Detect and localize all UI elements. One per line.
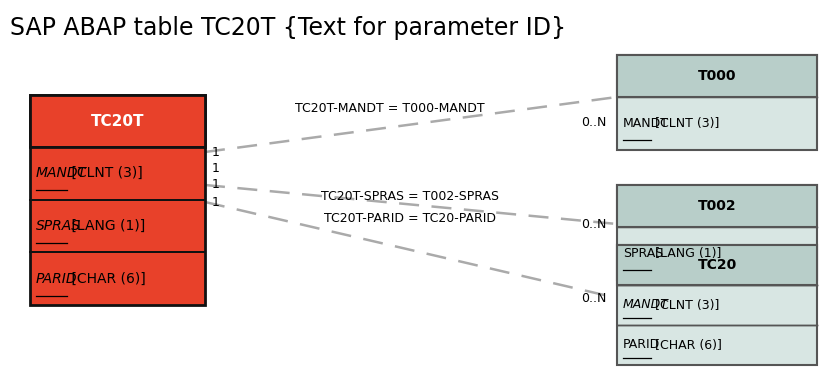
Text: MANDT: MANDT	[623, 117, 669, 130]
Bar	[617, 245, 817, 285]
Text: 1: 1	[212, 161, 220, 175]
Text: 1: 1	[212, 178, 220, 192]
Text: SPRAS: SPRAS	[36, 219, 81, 233]
Text: [LANG (1)]: [LANG (1)]	[67, 219, 145, 233]
Text: [LANG (1)]: [LANG (1)]	[651, 247, 721, 260]
Text: [CLNT (3)]: [CLNT (3)]	[651, 299, 720, 311]
Text: 1: 1	[212, 146, 220, 158]
Bar	[617, 185, 817, 227]
Text: [CLNT (3)]: [CLNT (3)]	[651, 117, 720, 130]
Bar	[30, 95, 205, 147]
Text: SPRAS: SPRAS	[623, 247, 663, 260]
Bar	[617, 55, 817, 97]
Bar	[617, 185, 817, 280]
Text: SAP ABAP table TC20T {Text for parameter ID}: SAP ABAP table TC20T {Text for parameter…	[10, 16, 566, 40]
Text: MANDT: MANDT	[623, 299, 669, 311]
Text: T000: T000	[698, 69, 736, 83]
Text: PARID: PARID	[36, 272, 77, 286]
Bar	[30, 95, 205, 305]
Text: 0..N: 0..N	[582, 291, 607, 305]
Text: 0..N: 0..N	[582, 115, 607, 129]
Text: 1: 1	[212, 196, 220, 208]
Text: [CHAR (6)]: [CHAR (6)]	[67, 272, 145, 286]
Bar	[617, 55, 817, 150]
Text: TC20T-MANDT = T000-MANDT: TC20T-MANDT = T000-MANDT	[295, 101, 484, 115]
Text: T002: T002	[698, 199, 736, 213]
Text: [CHAR (6)]: [CHAR (6)]	[651, 339, 722, 351]
Bar	[617, 245, 817, 365]
Text: TC20T-PARID = TC20-PARID: TC20T-PARID = TC20-PARID	[324, 211, 496, 224]
Text: [CLNT (3)]: [CLNT (3)]	[67, 166, 143, 180]
Text: MANDT: MANDT	[36, 166, 87, 180]
Text: PARID: PARID	[623, 339, 661, 351]
Text: TC20T: TC20T	[91, 113, 145, 129]
Text: TC20T-SPRAS = T002-SPRAS: TC20T-SPRAS = T002-SPRAS	[321, 190, 499, 202]
Text: 0..N: 0..N	[582, 218, 607, 230]
Text: TC20: TC20	[697, 258, 736, 272]
